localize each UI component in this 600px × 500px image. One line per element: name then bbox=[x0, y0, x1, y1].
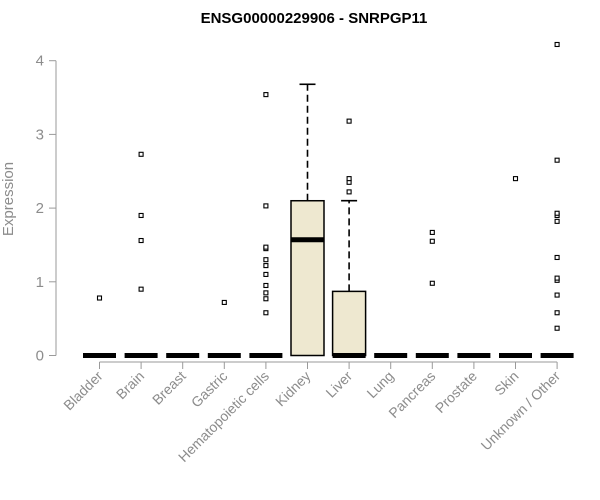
outlier-point bbox=[138, 212, 144, 219]
outlier-point bbox=[263, 271, 269, 277]
outlier-point bbox=[512, 176, 519, 182]
outlier-point bbox=[554, 210, 560, 216]
x-tick-label: Liver bbox=[322, 368, 355, 401]
outlier-point bbox=[554, 157, 560, 163]
outlier-point bbox=[96, 295, 103, 301]
box-gastric bbox=[207, 299, 241, 358]
outlier-point bbox=[138, 237, 144, 244]
box-brain bbox=[124, 151, 158, 358]
outlier-point bbox=[138, 151, 144, 157]
outlier-point bbox=[554, 254, 560, 261]
y-tick-label: 3 bbox=[36, 126, 44, 143]
outlier-point bbox=[554, 41, 560, 48]
box-bladder bbox=[83, 295, 116, 358]
box-hematopoietic-cells bbox=[249, 92, 283, 358]
outlier-point bbox=[263, 257, 269, 263]
outlier-point bbox=[263, 310, 269, 316]
outlier-point bbox=[429, 280, 435, 286]
y-tick-label: 0 bbox=[36, 348, 44, 365]
box-body bbox=[331, 290, 367, 357]
outlier-point bbox=[263, 92, 269, 98]
outlier-point bbox=[138, 286, 144, 292]
box-body bbox=[290, 199, 325, 357]
y-tick-label: 4 bbox=[36, 53, 44, 70]
outlier-point bbox=[263, 203, 269, 209]
outlier-point bbox=[221, 299, 227, 305]
box-skin bbox=[499, 176, 532, 358]
boxes-group bbox=[83, 41, 574, 358]
box-liver bbox=[331, 118, 367, 358]
chart-title: ENSG00000229906 - SNRPGP11 bbox=[201, 10, 428, 27]
x-tick-label: Bladder bbox=[60, 368, 106, 414]
y-axis: 0 1 2 3 4 bbox=[36, 53, 57, 365]
box-unknown-other bbox=[540, 41, 574, 358]
x-tick-label: Prostate bbox=[432, 368, 480, 416]
x-tick-label: Skin bbox=[491, 368, 522, 399]
outlier-point bbox=[263, 244, 269, 250]
outlier-point bbox=[263, 296, 269, 302]
outlier-point bbox=[554, 310, 560, 316]
box-pancreas bbox=[415, 229, 449, 358]
y-tick-label: 1 bbox=[36, 274, 44, 291]
y-tick-label: 2 bbox=[36, 200, 44, 217]
outlier-point bbox=[554, 275, 560, 281]
box-kidney bbox=[290, 83, 325, 357]
outlier-point bbox=[346, 176, 352, 182]
outlier-point bbox=[554, 218, 560, 224]
x-tick-label: Kidney bbox=[272, 368, 314, 410]
outlier-point bbox=[263, 263, 269, 269]
x-tick-label: Brain bbox=[113, 368, 147, 402]
outlier-point bbox=[263, 290, 269, 296]
outlier-point bbox=[346, 118, 352, 124]
outlier-point bbox=[554, 292, 560, 298]
x-tick-label: Unknown / Other bbox=[478, 368, 564, 454]
outlier-point bbox=[346, 189, 352, 195]
y-axis-label: Expression bbox=[0, 162, 17, 236]
x-tick-label: Lung bbox=[363, 368, 396, 401]
x-tick-label: Breast bbox=[149, 368, 189, 408]
outlier-point bbox=[263, 282, 269, 289]
outlier-point bbox=[429, 238, 435, 244]
outlier-point bbox=[554, 325, 560, 331]
outlier-point bbox=[429, 229, 435, 235]
